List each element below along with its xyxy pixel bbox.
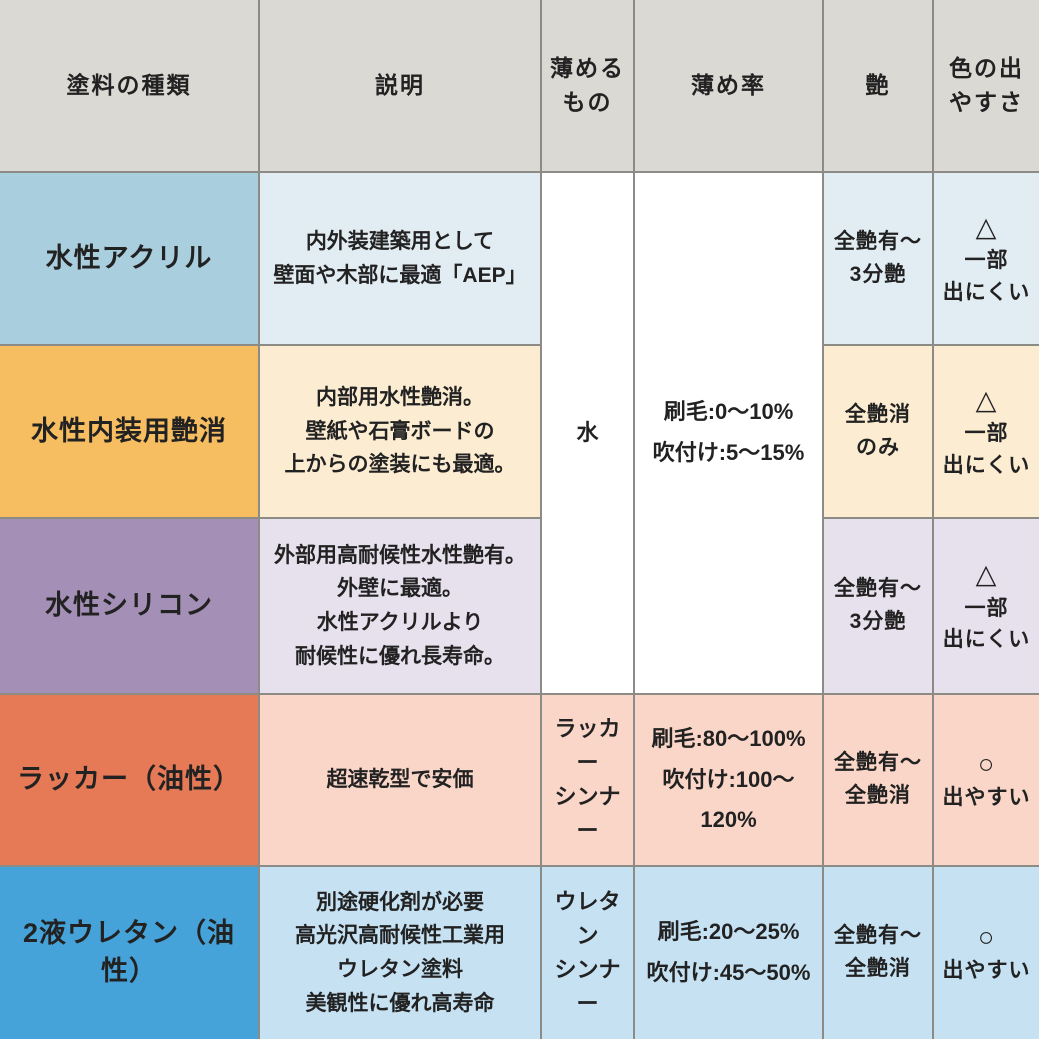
gloss-cell: 全艶消 のみ bbox=[822, 344, 934, 519]
header-description: 説明 bbox=[258, 0, 542, 173]
ease-label: 出やすい bbox=[942, 959, 1031, 983]
header-gloss: 艶 bbox=[822, 0, 934, 173]
thinner-cell: ラッカー シンナー bbox=[540, 693, 635, 867]
description-cell: 内外装建築用として 壁面や木部に最適「AEP」 bbox=[258, 171, 542, 346]
paint-name-cell: 水性シリコン bbox=[0, 517, 260, 695]
gloss-cell: 全艶有〜 全艶消 bbox=[822, 865, 934, 1039]
description-cell: 外部用高耐候性水性艶有。 外壁に最適。 水性アクリルより 耐候性に優れ長寿命。 bbox=[258, 517, 542, 695]
ease-symbol: △ bbox=[975, 384, 998, 415]
description-cell: 超速乾型で安価 bbox=[258, 693, 542, 867]
ease-label: 一部 出にくい bbox=[942, 422, 1031, 477]
color-ease-cell: ○ 出やすい bbox=[932, 693, 1039, 867]
paint-name-cell: 2液ウレタン（油性） bbox=[0, 865, 260, 1039]
thinner-cell: ウレタン シンナー bbox=[540, 865, 635, 1039]
header-row: 塗料の種類 説明 薄める もの 薄め率 艶 色の出 やすさ bbox=[0, 0, 1039, 173]
ease-symbol: △ bbox=[975, 559, 998, 590]
gloss-cell: 全艶有〜 全艶消 bbox=[822, 693, 934, 867]
ease-symbol: ○ bbox=[977, 749, 996, 780]
paint-name-cell: ラッカー（油性） bbox=[0, 693, 260, 867]
paint-name-cell: 水性内装用艶消 bbox=[0, 344, 260, 519]
header-color-ease: 色の出 やすさ bbox=[932, 0, 1039, 173]
color-ease-cell: ○ 出やすい bbox=[932, 865, 1039, 1039]
dilution-cell: 刷毛:80〜100% 吹付け:100〜120% bbox=[633, 693, 824, 867]
dilution-cell: 刷毛:20〜25% 吹付け:45〜50% bbox=[633, 865, 824, 1039]
ease-label: 一部 出にくい bbox=[942, 249, 1031, 304]
dilution-cell-water: 刷毛:0〜10% 吹付け:5〜15% bbox=[633, 171, 824, 695]
header-paint-type: 塗料の種類 bbox=[0, 0, 260, 173]
row-water-silicone: 水性シリコン 外部用高耐候性水性艶有。 外壁に最適。 水性アクリルより 耐候性に… bbox=[0, 517, 1039, 695]
description-cell: 内部用水性艶消。 壁紙や石膏ボードの 上からの塗装にも最適。 bbox=[258, 344, 542, 519]
ease-symbol: ○ bbox=[977, 922, 996, 953]
ease-label: 一部 出にくい bbox=[942, 596, 1031, 652]
header-thinner: 薄める もの bbox=[540, 0, 635, 173]
ease-symbol: △ bbox=[975, 211, 998, 242]
gloss-cell: 全艶有〜 3分艶 bbox=[822, 171, 934, 346]
row-two-part-urethane-oil: 2液ウレタン（油性） 別途硬化剤が必要 高光沢高耐候性工業用 ウレタン塗料 美観… bbox=[0, 865, 1039, 1039]
row-lacquer-oil: ラッカー（油性） 超速乾型で安価 ラッカー シンナー 刷毛:80〜100% 吹付… bbox=[0, 693, 1039, 867]
ease-label: 出やすい bbox=[942, 786, 1031, 810]
color-ease-cell: △ 一部 出にくい bbox=[932, 517, 1039, 695]
row-water-interior-matte: 水性内装用艶消 内部用水性艶消。 壁紙や石膏ボードの 上からの塗装にも最適。 全… bbox=[0, 344, 1039, 519]
row-water-acrylic: 水性アクリル 内外装建築用として 壁面や木部に最適「AEP」 水 刷毛:0〜10… bbox=[0, 171, 1039, 695]
header-dilution-rate: 薄め率 bbox=[633, 0, 824, 173]
description-cell: 別途硬化剤が必要 高光沢高耐候性工業用 ウレタン塗料 美観性に優れ高寿命 bbox=[258, 865, 542, 1039]
color-ease-cell: △ 一部 出にくい bbox=[932, 171, 1039, 346]
color-ease-cell: △ 一部 出にくい bbox=[932, 344, 1039, 519]
paint-name-cell: 水性アクリル bbox=[0, 171, 260, 346]
thinner-cell-water: 水 bbox=[540, 171, 635, 695]
gloss-cell: 全艶有〜 3分艶 bbox=[822, 517, 934, 695]
